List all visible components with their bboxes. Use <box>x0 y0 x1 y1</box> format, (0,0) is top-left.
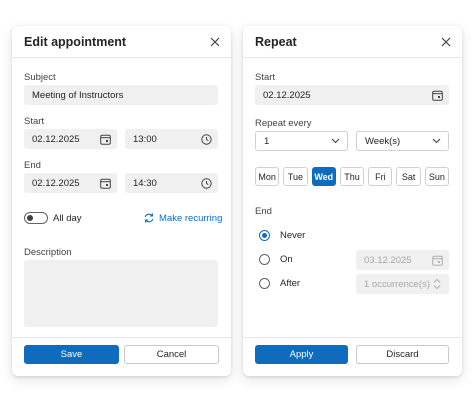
radio-never[interactable] <box>259 230 270 241</box>
end-time-input[interactable]: 14:30 <box>125 173 218 193</box>
occurrence-count-value: 1 occurrence(s) <box>364 278 430 290</box>
day-button-sun[interactable]: Sun <box>424 167 450 186</box>
spinner-icon <box>431 278 443 290</box>
calendar-icon[interactable] <box>431 89 443 101</box>
start-date-input[interactable]: 02.12.2025 <box>24 129 117 149</box>
toggle-knob <box>27 215 33 221</box>
close-icon <box>210 37 220 47</box>
save-button[interactable]: Save <box>24 345 119 364</box>
day-button-mon[interactable]: Mon <box>255 167 280 186</box>
apply-button[interactable]: Apply <box>255 345 348 364</box>
dialog-header: Edit appointment <box>12 26 231 58</box>
subject-label: Subject <box>24 72 56 83</box>
cancel-button[interactable]: Cancel <box>124 345 219 364</box>
footer-divider <box>12 337 231 338</box>
day-button-tue[interactable]: Tue <box>283 167 308 186</box>
day-button-fri[interactable]: Fri <box>368 167 393 186</box>
edit-appointment-dialog: Edit appointment Subject Meeting of Inst… <box>12 26 231 376</box>
discard-button[interactable]: Discard <box>356 345 449 364</box>
repeat-start-label: Start <box>255 72 276 83</box>
end-label: End <box>24 160 41 171</box>
chevron-down-icon <box>331 138 340 144</box>
chevron-down-icon <box>432 138 441 144</box>
start-time-value: 13:00 <box>133 133 157 145</box>
end-time-value: 14:30 <box>133 177 157 189</box>
repeat-unit-value: Week(s) <box>365 135 401 147</box>
clock-icon[interactable] <box>200 177 212 189</box>
end-date-value: 02.12.2025 <box>32 177 80 189</box>
end-after-option[interactable]: After <box>259 278 300 289</box>
start-label: Start <box>24 116 45 127</box>
repeat-dialog: Repeat Start 02.12.2025 Repeat every 1 W… <box>243 26 462 376</box>
end-on-date-input: 03.12.2025 <box>356 250 449 270</box>
footer-divider <box>243 337 462 338</box>
calendar-icon[interactable] <box>99 177 111 189</box>
after-label: After <box>280 278 301 289</box>
day-button-thu[interactable]: Thu <box>339 167 365 186</box>
dialog-title: Repeat <box>255 35 297 49</box>
end-on-date-value: 03.12.2025 <box>364 254 412 266</box>
start-time-input[interactable]: 13:00 <box>125 129 218 149</box>
all-day-label: All day <box>53 213 82 224</box>
end-date-input[interactable]: 02.12.2025 <box>24 173 117 193</box>
description-input[interactable] <box>24 260 218 327</box>
on-label: On <box>280 254 293 265</box>
repeat-interval-value: 1 <box>264 135 270 147</box>
calendar-icon <box>431 254 443 266</box>
dialog-title: Edit appointment <box>24 35 127 49</box>
end-section-label: End <box>255 206 272 217</box>
dialog-header: Repeat <box>243 26 462 58</box>
end-never-option[interactable]: Never <box>259 230 305 241</box>
never-label: Never <box>280 230 306 241</box>
all-day-toggle[interactable] <box>24 212 48 224</box>
make-recurring-link[interactable]: Make recurring <box>143 212 222 224</box>
repeat-unit-select[interactable]: Week(s) <box>356 131 449 151</box>
day-button-wed[interactable]: Wed <box>311 167 336 186</box>
weekday-selector: Mon Tue Wed Thu Fri Sat Sun <box>255 167 450 186</box>
repeat-start-date-input[interactable]: 02.12.2025 <box>255 85 449 105</box>
occurrence-count-input: 1 occurrence(s) <box>356 274 449 294</box>
clock-icon[interactable] <box>200 133 212 145</box>
repeat-start-date-value: 02.12.2025 <box>263 89 311 101</box>
subject-input[interactable]: Meeting of Instructors <box>24 85 218 105</box>
close-button[interactable] <box>436 32 456 52</box>
calendar-icon[interactable] <box>99 133 111 145</box>
close-icon <box>441 37 451 47</box>
repeat-every-label: Repeat every <box>255 118 312 129</box>
radio-on[interactable] <box>259 254 270 265</box>
subject-value: Meeting of Instructors <box>32 89 124 101</box>
repeat-interval-select[interactable]: 1 <box>255 131 348 151</box>
start-date-value: 02.12.2025 <box>32 133 80 145</box>
close-button[interactable] <box>205 32 225 52</box>
recurring-icon <box>144 213 154 223</box>
day-button-sat[interactable]: Sat <box>396 167 421 186</box>
end-on-option[interactable]: On <box>259 254 293 265</box>
radio-after[interactable] <box>259 278 270 289</box>
make-recurring-label: Make recurring <box>159 212 223 224</box>
description-label: Description <box>24 247 72 258</box>
